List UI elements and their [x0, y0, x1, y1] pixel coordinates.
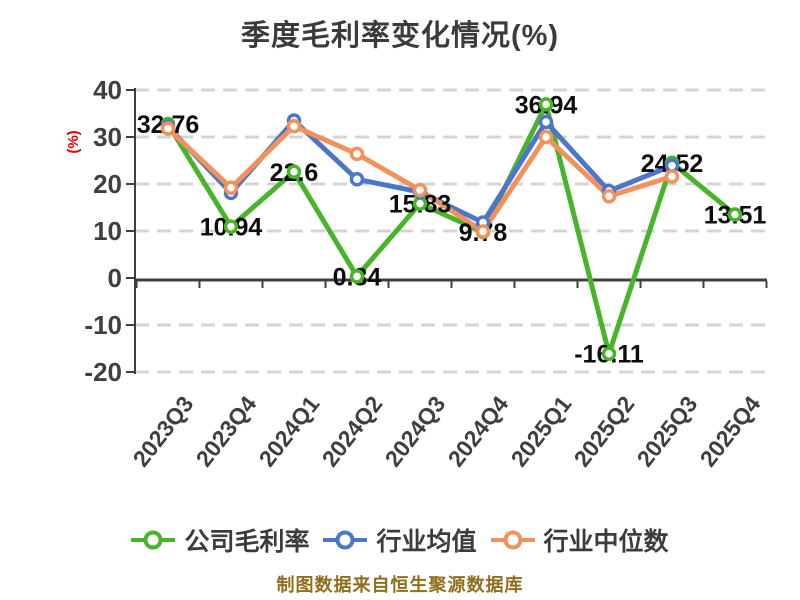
data-point-行业中位数-2024Q3[interactable] [412, 182, 428, 198]
y-tick-label-20: 20 [93, 169, 122, 199]
source-caption: 制图数据来自恒生聚源数据库 [276, 575, 524, 595]
data-point-行业中位数-2024Q2[interactable] [349, 146, 365, 162]
data-point-行业中位数-2025Q1[interactable] [538, 129, 554, 145]
data-point-公司毛利率-2025Q4[interactable] [727, 207, 743, 222]
chart-title: 季度毛利率变化情况(%) [240, 20, 560, 52]
data-point-公司毛利率-2023Q4[interactable] [223, 219, 239, 234]
legend-marker-icon [490, 529, 535, 551]
data-point-行业中位数-2023Q4[interactable] [223, 180, 239, 196]
legend-item-公司毛利率[interactable]: 公司毛利率 [131, 522, 309, 558]
legend: 公司毛利率 行业均值 行业中位数 [0, 522, 800, 558]
data-point-行业中位数-2023Q3[interactable] [160, 121, 176, 136]
legend-marker-icon [131, 529, 176, 551]
y-tick-label-30: 30 [93, 122, 122, 152]
y-tick-label--10: -10 [84, 310, 122, 340]
legend-item-行业中位数[interactable]: 行业中位数 [490, 522, 669, 558]
y-tick-label-40: 40 [93, 75, 122, 105]
data-point-公司毛利率-2024Q1[interactable] [286, 164, 302, 180]
data-point-公司毛利率-2025Q1[interactable] [538, 97, 554, 112]
y-tick-label--20: -20 [84, 357, 122, 387]
legend-marker-icon [323, 529, 368, 551]
legend-item-行业均值[interactable]: 行业均值 [323, 522, 477, 558]
legend-label: 行业均值 [376, 528, 477, 556]
data-point-行业中位数-2025Q2[interactable] [601, 188, 617, 204]
data-point-行业中位数-2024Q1[interactable] [286, 118, 302, 134]
data-point-公司毛利率-2024Q2[interactable] [349, 269, 365, 284]
data-point-行业均值-2025Q1[interactable] [538, 114, 554, 130]
data-point-公司毛利率-2025Q2[interactable] [601, 346, 617, 361]
data-point-公司毛利率-2024Q3[interactable] [412, 196, 428, 211]
data-point-行业中位数-2025Q3[interactable] [664, 169, 680, 184]
plot-area: 403020100-10-2032.7610.9422.60.3415.839.… [84, 75, 768, 387]
legend-label: 行业中位数 [543, 528, 669, 556]
series-line-公司毛利率 [165, 101, 738, 357]
y-tick-label-10: 10 [93, 216, 122, 246]
data-point-行业均值-2024Q2[interactable] [349, 172, 365, 187]
y-tick-label-0: 0 [108, 263, 122, 293]
data-point-行业中位数-2024Q4[interactable] [475, 224, 491, 239]
legend-label: 公司毛利率 [184, 528, 310, 556]
